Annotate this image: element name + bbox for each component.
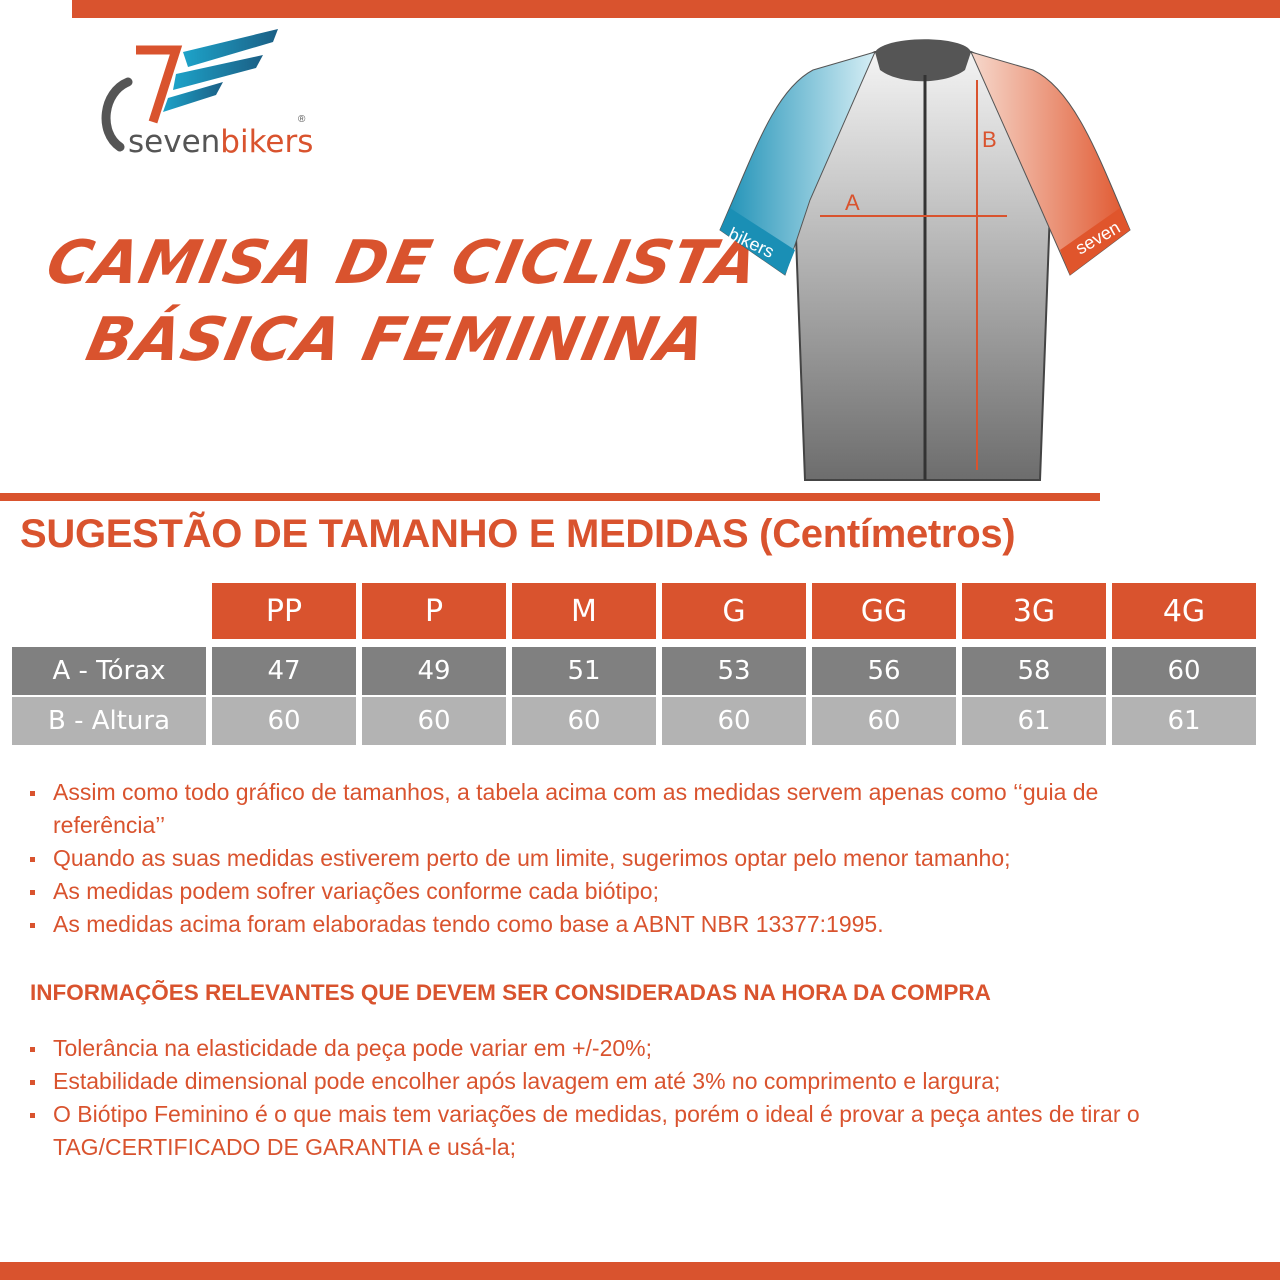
list-item: Tolerância na elasticidade da peça pode … [28, 1032, 1228, 1065]
list-item: O Biótipo Feminino é o que mais tem vari… [28, 1098, 1228, 1164]
size-header-m: M [512, 583, 656, 639]
table-cell: 61 [1112, 697, 1256, 745]
logo-text: sevenbikers [128, 124, 313, 160]
table-cell: 53 [662, 647, 806, 695]
table-cell: 49 [362, 647, 506, 695]
table-cell: 60 [512, 697, 656, 745]
info-list: Tolerância na elasticidade da peça pode … [28, 1032, 1228, 1164]
size-header-g: G [662, 583, 806, 639]
size-header-3g: 3G [962, 583, 1106, 639]
size-chart-heading: SUGESTÃO DE TAMANHO E MEDIDAS (Centímetr… [20, 512, 1016, 556]
list-item: As medidas podem sofrer variações confor… [28, 875, 1188, 908]
top-accent-bar [72, 0, 1280, 18]
table-cell: 60 [362, 697, 506, 745]
svg-text:A: A [845, 190, 860, 215]
table-cell: 47 [212, 647, 356, 695]
size-header-pp: PP [212, 583, 356, 639]
table-cell: 58 [962, 647, 1106, 695]
row-label-torax: A - Tórax [12, 647, 206, 695]
product-title-line2: BÁSICA FEMININA [80, 305, 713, 375]
info-heading: INFORMAÇÕES RELEVANTES QUE DEVEM SER CON… [30, 980, 991, 1005]
list-item: Assim como todo gráfico de tamanhos, a t… [28, 776, 1188, 842]
size-header-4g: 4G [1112, 583, 1256, 639]
svg-text:B: B [982, 127, 997, 152]
divider-bar [0, 493, 1100, 501]
size-header-p: P [362, 583, 506, 639]
list-item: Estabilidade dimensional pode encolher a… [28, 1065, 1228, 1098]
list-item: Quando as suas medidas estiverem perto d… [28, 842, 1188, 875]
row-label-altura: B - Altura [12, 697, 206, 745]
table-cell: 60 [212, 697, 356, 745]
table-cell: 60 [1112, 647, 1256, 695]
table-cell: 56 [812, 647, 956, 695]
jersey-illustration: bikers seven A B [715, 30, 1135, 485]
table-cell: 61 [962, 697, 1106, 745]
notes-list: Assim como todo gráfico de tamanhos, a t… [28, 776, 1188, 941]
list-item: As medidas acima foram elaboradas tendo … [28, 908, 1188, 941]
table-cell: 60 [662, 697, 806, 745]
table-cell: 51 [512, 647, 656, 695]
size-header-gg: GG [812, 583, 956, 639]
sevenbikers-logo: sevenbikers ® [98, 22, 328, 162]
bottom-accent-bar [0, 1262, 1280, 1280]
svg-text:®: ® [298, 114, 306, 125]
product-title-line1: CAMISA DE CICLISTA [40, 228, 766, 298]
table-cell: 60 [812, 697, 956, 745]
